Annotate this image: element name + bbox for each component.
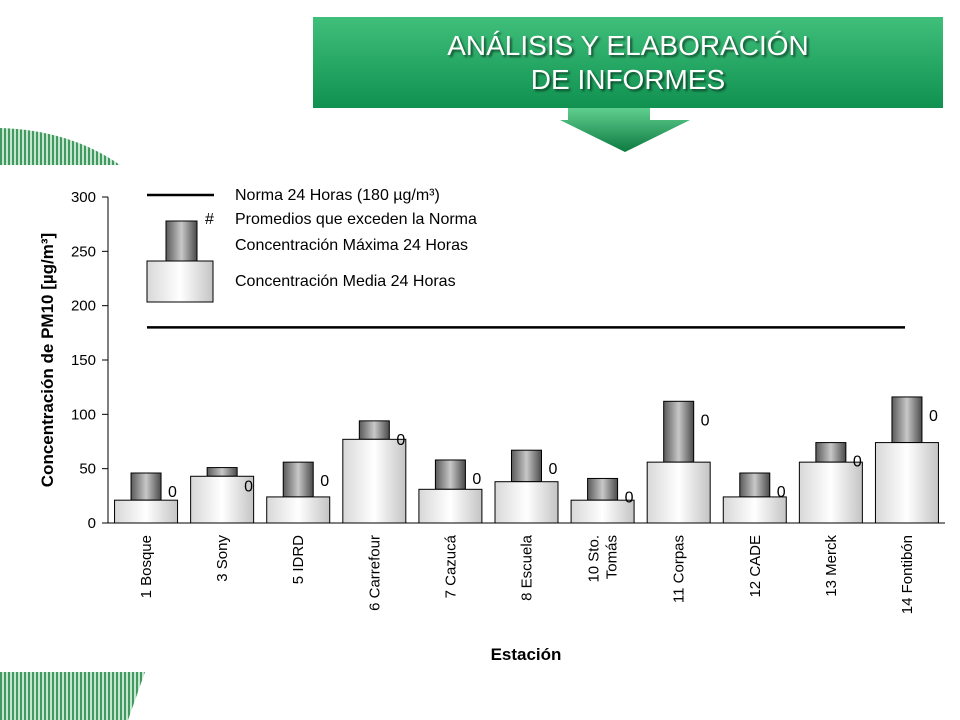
category-label-line: 8 Escuela [519,534,536,601]
y-tick-label-6: 300 [71,189,96,206]
bar-mean-5 [494,481,559,524]
category-labels: 1 Bosque 3 Sony 5 IDRD 6 Carrefour 7 Cazucá 8… [138,534,916,614]
bar-mean-1 [190,475,255,524]
y-tick-label-0: 0 [88,515,96,532]
legend-mean-swatch [146,260,214,303]
exceed-count-7: 0 [701,412,710,429]
category-label-5: 8 Escuela [519,534,536,601]
category-label-line: 10 Sto. [586,535,603,583]
bar-mean-2 [266,496,331,524]
header-banner [313,17,943,108]
x-axis-title: Estación [491,645,562,664]
legend-norm-label: Norma 24 Horas (180 µg/m³) [235,187,440,204]
bar-max-7 [663,400,695,463]
category-label-line: 11 Corpas [671,535,688,603]
legend: Norma 24 Horas (180 µg/m³) # Promedios q… [146,187,477,303]
exceed-count-5: 0 [549,461,558,478]
category-label-9: 13 Merck [823,535,840,597]
y-tick-label-4: 200 [71,298,96,315]
title-line-1: ANÁLISIS Y ELABORACIÓN [447,30,809,61]
bar-max-5 [511,449,542,483]
category-label-3: 6 Carrefour [366,535,383,611]
exceed-count-0: 0 [168,484,177,501]
bar-max-1 [206,467,238,477]
bar-max-3 [358,420,390,440]
bar-mean-4 [418,488,483,524]
category-label-7: 11 Corpas [671,535,688,603]
bar-mean-3 [342,438,407,524]
exceed-count-4: 0 [472,471,481,488]
category-label-line: 13 Merck [823,535,840,597]
title-line-2: DE INFORMES [530,64,726,95]
exceed-count-1: 0 [244,479,253,496]
bar-max-2 [282,461,314,498]
category-label-line: 1 Bosque [138,535,155,598]
decor-stripes-top [0,128,120,165]
bar-mean-10 [874,442,939,524]
legend-exceed-marker: # [205,211,214,228]
y-axis-title: Concentración de PM10 [µg/m³] [38,233,57,487]
exceed-count-9: 0 [853,454,862,471]
y-tick-label-1: 50 [79,461,96,478]
y-tick-label-5: 250 [71,243,96,260]
legend-exceed-label: Promedios que exceden la Norma [235,211,477,228]
legend-mean-label: Concentración Media 24 Horas [235,273,456,290]
category-label-line: Tomás [604,535,621,579]
legend-max-swatch [165,220,198,262]
category-label-line: 7 Cazucá [442,534,459,598]
exceed-count-6: 0 [625,489,634,506]
bar-mean-9 [798,461,863,524]
bar-mean-8 [722,496,787,524]
category-label-10: 14 Fontibón [899,535,916,614]
category-label-1: 3 Sony [214,535,231,582]
decor-stripes-bottom [0,672,145,720]
y-ticks: 0 50 100 150 200 250 300 [71,189,108,532]
y-tick-label-3: 150 [71,352,96,369]
category-label-line: 3 Sony [214,535,231,582]
exceed-count-2: 0 [320,473,329,490]
category-label-8: 12 CADE [747,535,764,598]
legend-max-label: Concentración Máxima 24 Horas [235,237,468,254]
exceed-count-8: 0 [777,484,786,501]
y-tick-label-2: 100 [71,406,96,423]
category-label-line: 14 Fontibón [899,535,916,614]
category-label-0: 1 Bosque [138,535,155,598]
bar-max-4 [434,459,466,490]
category-label-6: 10 Sto.Tomás [586,535,621,583]
bar-max-9 [815,442,847,463]
category-label-line: 5 IDRD [290,535,307,584]
category-label-line: 12 CADE [747,535,764,598]
bar-mean-7 [646,461,711,524]
category-label-2: 5 IDRD [290,535,307,584]
bar-mean-0 [114,499,179,524]
bar-max-6 [587,477,619,501]
header-arrow [560,108,690,152]
bar-max-8 [739,472,771,498]
bar-max-0 [130,472,162,501]
page-title: ANÁLISIS Y ELABORACIÓN DE INFORMES [313,17,943,108]
category-label-4: 7 Cazucá [442,534,459,598]
bar-mean-6 [570,499,635,524]
exceed-count-3: 0 [396,432,405,449]
exceed-count-10: 0 [929,408,938,425]
bars: 0 0 0 0 0 0 0 0 0 0 0 [114,396,939,524]
category-label-line: 6 Carrefour [366,535,383,611]
bar-max-10 [891,396,923,444]
